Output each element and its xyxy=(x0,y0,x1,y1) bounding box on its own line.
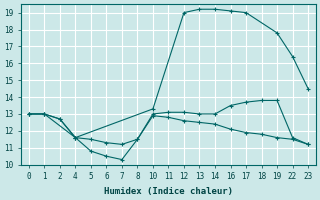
X-axis label: Humidex (Indice chaleur): Humidex (Indice chaleur) xyxy=(104,187,233,196)
